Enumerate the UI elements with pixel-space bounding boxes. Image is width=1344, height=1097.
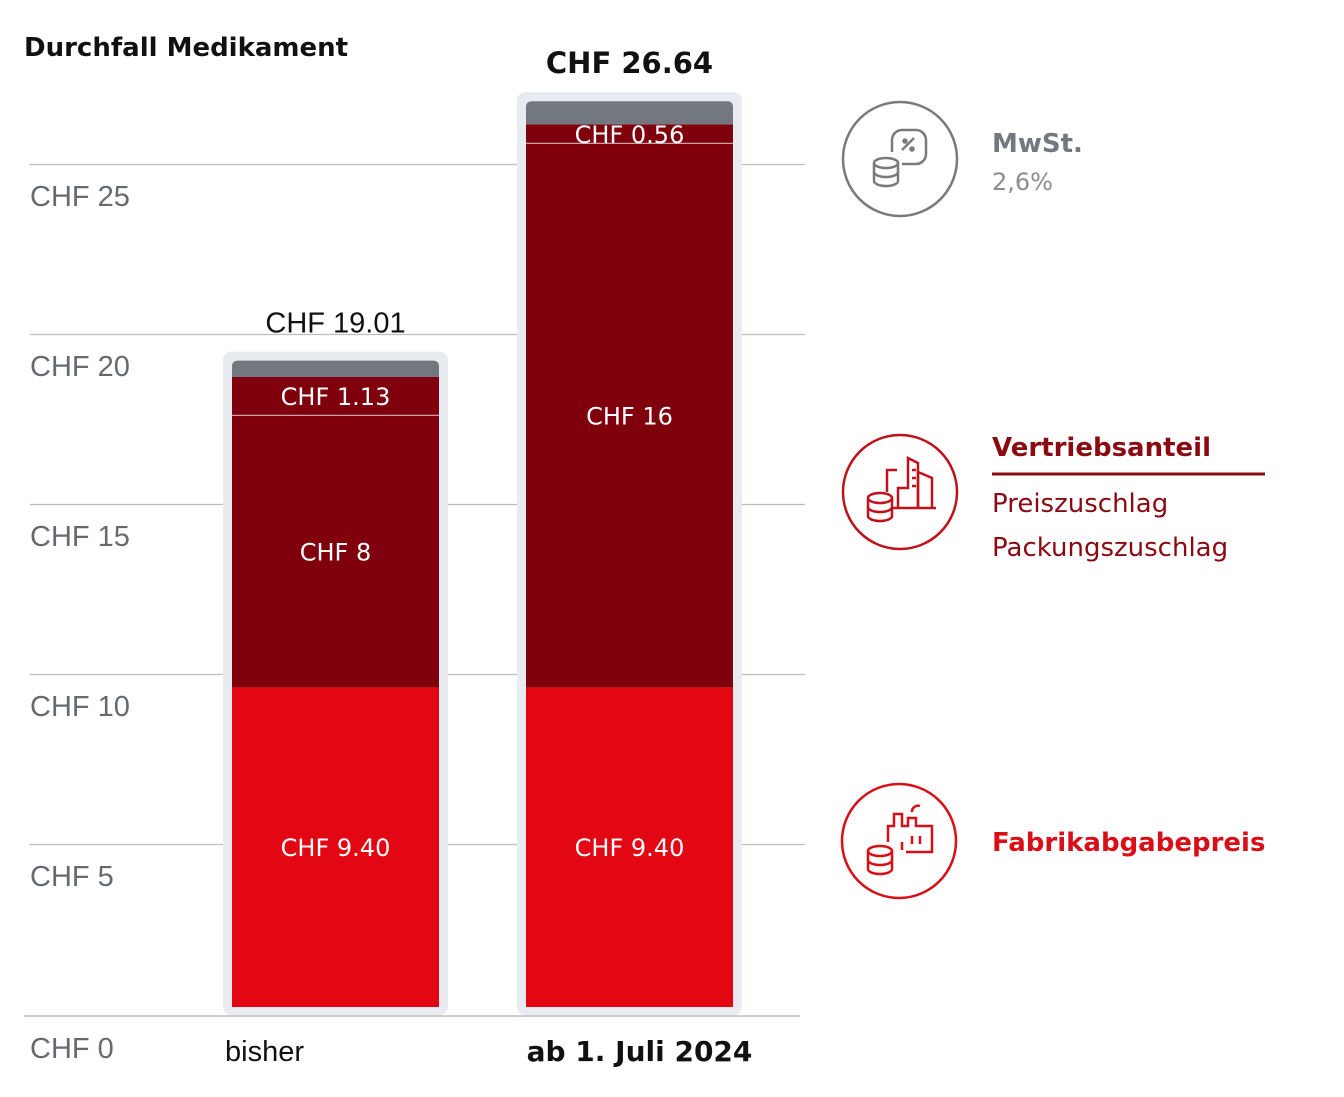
y-tick-label: CHF 0 <box>30 1033 114 1065</box>
y-tick-label: CHF 5 <box>30 861 114 893</box>
legend-mwst-value: 2,6% <box>992 168 1053 196</box>
segment-label: CHF 9.40 <box>281 834 391 862</box>
bar-segment <box>232 376 439 416</box>
segment-label: CHF 16 <box>586 402 673 430</box>
category-label: ab 1. Juli 2024 <box>527 1035 753 1068</box>
bar-segment <box>526 687 733 1007</box>
bar-total-label: CHF 26.64 <box>546 46 713 80</box>
bar-segment <box>526 143 733 688</box>
legend-vertriebsanteil: Vertriebsanteil Preiszuschlag Packungszu… <box>841 433 1265 563</box>
legend-vertrieb-title: Vertriebsanteil <box>992 433 1211 463</box>
legend-fabrikabgabepreis: Fabrikabgabepreis <box>840 782 1265 900</box>
bar-segment-mwst <box>232 360 439 377</box>
coins-factory-icon <box>840 782 958 900</box>
legend-mwst-title: MwSt. <box>992 129 1083 159</box>
category-label: bisher <box>225 1036 304 1068</box>
legend-vertrieb-line2: Packungszuschlag <box>992 533 1228 563</box>
bar-segment <box>232 415 439 688</box>
legend-vertrieb-line1: Preiszuschlag <box>992 489 1168 519</box>
legend-fabrik-title: Fabrikabgabepreis <box>992 828 1265 858</box>
y-axis-ticks: CHF 0 CHF 5 CHF 10 CHF 15 CHF 20 CHF 25 <box>30 181 130 1065</box>
y-tick-label: CHF 25 <box>30 181 130 213</box>
bar-segment-mwst <box>526 101 733 125</box>
segment-label: CHF 8 <box>300 538 372 566</box>
bar-total-label: CHF 19.01 <box>265 308 405 340</box>
y-tick-label: CHF 15 <box>30 521 130 553</box>
bar-group: CHF 9.40 CHF 16 CHF 0.56 CHF 26.64 ab 1. Jul… <box>517 46 752 1068</box>
y-tick-label: CHF 10 <box>30 691 130 723</box>
segment-label: CHF 0.56 <box>575 121 685 149</box>
y-tick-label: CHF 20 <box>30 351 130 383</box>
chart-title: Durchfall Medikament <box>24 33 348 63</box>
bar-group: CHF 9.40 CHF 8 CHF 1.13 CHF 19.01 bisher <box>223 308 448 1068</box>
segment-label: CHF 9.40 <box>575 834 685 862</box>
bar-segment <box>232 687 439 1007</box>
legend-mwst: MwSt. 2,6% <box>841 100 1083 218</box>
coins-percent-icon <box>841 100 959 218</box>
coins-buildings-icon <box>841 433 959 551</box>
segment-label: CHF 1.13 <box>281 383 391 411</box>
bar-segment <box>526 124 733 144</box>
